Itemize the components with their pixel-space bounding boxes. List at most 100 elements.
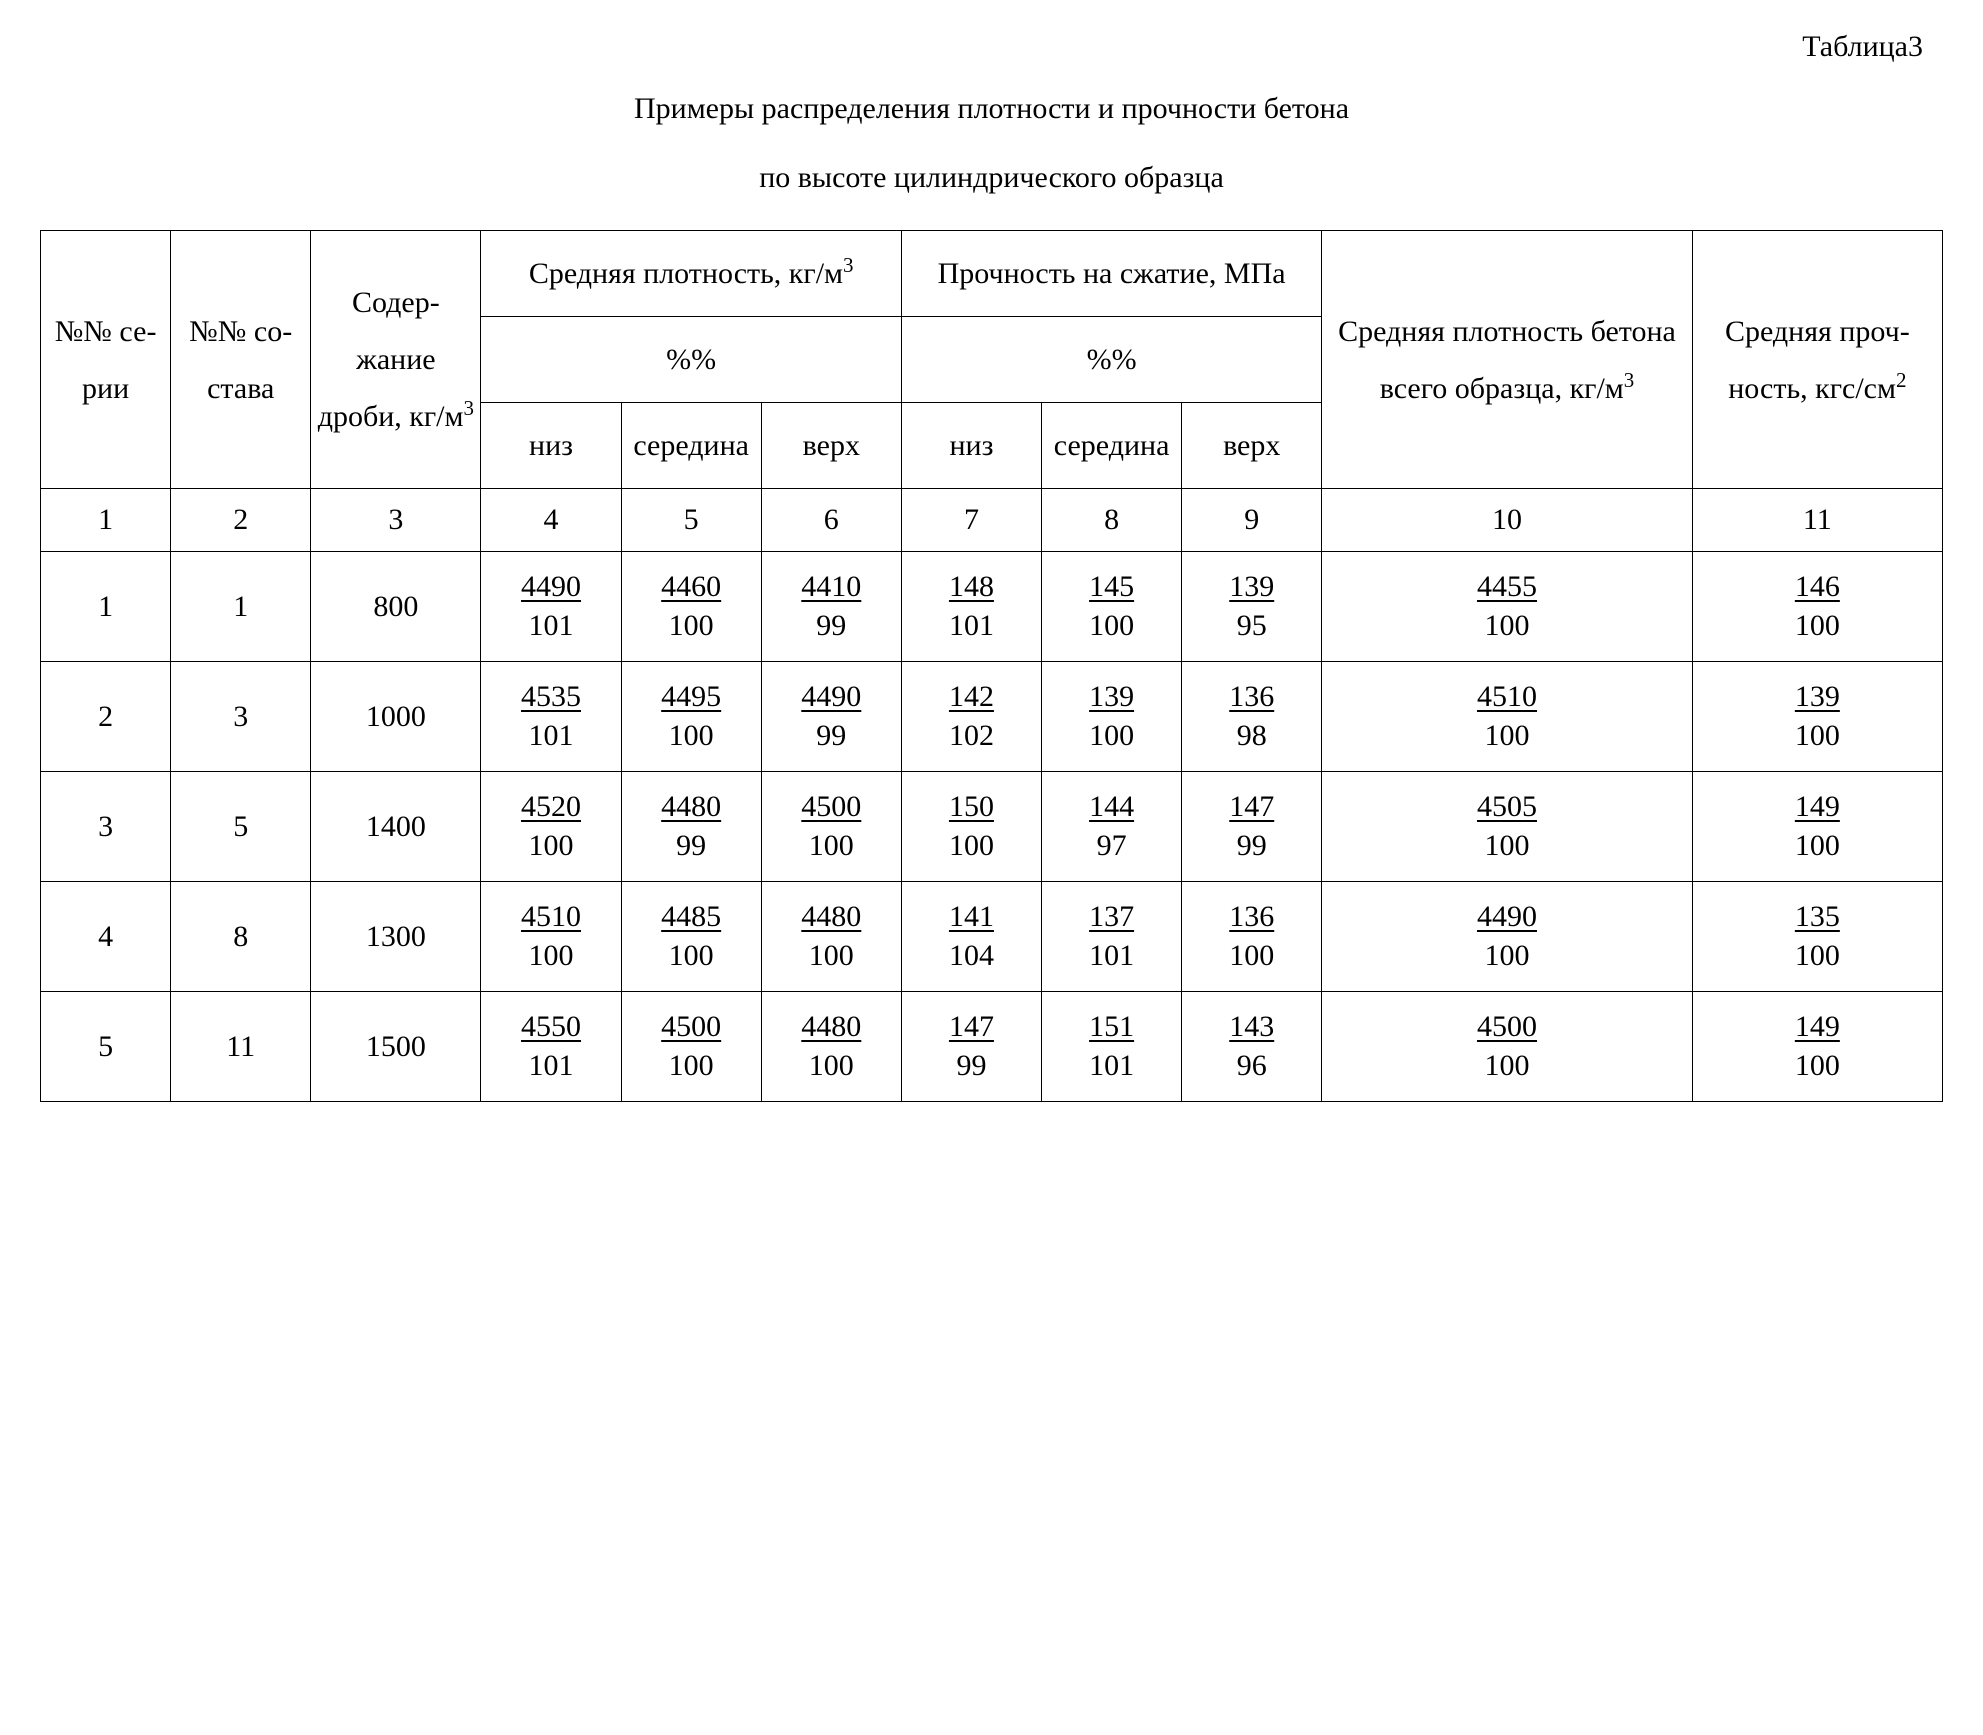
header-avg-strength-text: Средняя проч­ность, кгс/см	[1725, 315, 1910, 405]
fraction-numerator: 4510	[1475, 680, 1539, 715]
fraction-numerator: 4500	[659, 1010, 723, 1045]
fraction-denominator: 99	[659, 825, 723, 864]
cell-strength-middle: 151101	[1042, 992, 1182, 1102]
fraction-numerator: 143	[1227, 1010, 1276, 1045]
fraction: 4550101	[519, 1010, 583, 1083]
cell-strength-bottom: 141104	[901, 882, 1041, 992]
fraction-denominator: 99	[799, 715, 863, 754]
fraction-numerator: 149	[1793, 1010, 1842, 1045]
cell-composition: 3	[171, 662, 311, 772]
fraction: 4460100	[659, 570, 723, 643]
fraction-denominator: 95	[1227, 605, 1276, 644]
header-d-middle: сере­дина	[621, 403, 761, 489]
cell-avg-strength: 135100	[1692, 882, 1942, 992]
fraction-denominator: 100	[1793, 605, 1842, 644]
fraction: 449099	[799, 680, 863, 753]
cell-density-top: 449099	[761, 662, 901, 772]
column-number: 5	[621, 489, 761, 552]
fraction-numerator: 4510	[519, 900, 583, 935]
cell-avg-strength: 139100	[1692, 662, 1942, 772]
sup-3: 3	[843, 253, 854, 277]
table-label: Таблица3	[40, 30, 1923, 64]
main-table: №№ се­рии №№ со­става Содер­жание дроби,…	[40, 230, 1943, 1102]
cell-avg-density: 4490100	[1322, 882, 1692, 992]
fraction: 4455100	[1475, 570, 1539, 643]
fraction: 14497	[1087, 790, 1136, 863]
cell-composition: 11	[171, 992, 311, 1102]
fraction-denominator: 100	[1793, 825, 1842, 864]
cell-density-middle: 448099	[621, 772, 761, 882]
fraction-denominator: 101	[947, 605, 996, 644]
fraction: 4485100	[659, 900, 723, 973]
cell-strength-top: 13698	[1182, 662, 1322, 772]
fraction-denominator: 100	[1475, 825, 1539, 864]
fraction-denominator: 101	[1087, 1045, 1136, 1084]
header-d-bottom: низ	[481, 403, 621, 489]
fraction-denominator: 100	[659, 605, 723, 644]
fraction-numerator: 147	[947, 1010, 996, 1045]
column-number: 4	[481, 489, 621, 552]
sup-3: 3	[1624, 368, 1635, 392]
sup-3: 3	[464, 396, 475, 420]
fraction-numerator: 4505	[1475, 790, 1539, 825]
cell-strength-middle: 139100	[1042, 662, 1182, 772]
fraction-numerator: 4500	[1475, 1010, 1539, 1045]
cell-density-top: 441099	[761, 552, 901, 662]
fraction-numerator: 4480	[799, 900, 863, 935]
table-row: 3514004520100448099450010015010014497147…	[41, 772, 1943, 882]
column-number: 10	[1322, 489, 1692, 552]
header-strength: Прочность на сжа­тие, МПа	[901, 231, 1321, 317]
fraction: 146100	[1793, 570, 1842, 643]
header-density-percent: %%	[481, 317, 901, 403]
cell-avg-strength: 149100	[1692, 772, 1942, 882]
fraction-numerator: 4410	[799, 570, 863, 605]
cell-series: 4	[41, 882, 171, 992]
fraction: 149100	[1793, 1010, 1842, 1083]
cell-series: 3	[41, 772, 171, 882]
fraction-numerator: 144	[1087, 790, 1136, 825]
cell-series: 1	[41, 552, 171, 662]
header-density-text: Средняя плот­ность, кг/м	[529, 257, 843, 290]
fraction-denominator: 98	[1227, 715, 1276, 754]
fraction: 13698	[1227, 680, 1276, 753]
fraction-denominator: 100	[799, 825, 863, 864]
fraction-numerator: 4480	[659, 790, 723, 825]
header-shot-content-text: Содер­жание дроби, кг/м	[318, 286, 464, 433]
fraction-numerator: 4550	[519, 1010, 583, 1045]
cell-composition: 8	[171, 882, 311, 992]
fraction-numerator: 147	[1227, 790, 1276, 825]
fraction-numerator: 148	[947, 570, 996, 605]
fraction: 142102	[947, 680, 996, 753]
fraction: 4510100	[1475, 680, 1539, 753]
cell-density-top: 4500100	[761, 772, 901, 882]
cell-strength-top: 13995	[1182, 552, 1322, 662]
fraction-denominator: 100	[1087, 605, 1136, 644]
fraction-numerator: 145	[1087, 570, 1136, 605]
fraction: 14396	[1227, 1010, 1276, 1083]
fraction: 4520100	[519, 790, 583, 863]
cell-density-bottom: 4510100	[481, 882, 621, 992]
header-series: №№ се­рии	[41, 231, 171, 489]
fraction: 139100	[1087, 680, 1136, 753]
fraction-denominator: 99	[947, 1045, 996, 1084]
fraction-denominator: 100	[659, 715, 723, 754]
fraction-denominator: 99	[799, 605, 863, 644]
header-shot-content: Содер­жание дроби, кг/м3	[311, 231, 481, 489]
header-density: Средняя плот­ность, кг/м3	[481, 231, 901, 317]
fraction-numerator: 4500	[799, 790, 863, 825]
table-body: 1234567891011118004490101446010044109914…	[41, 489, 1943, 1102]
title-line-1: Примеры распределения плотности и прочно…	[634, 92, 1349, 125]
cell-strength-bottom: 14799	[901, 992, 1041, 1102]
fraction-denominator: 101	[519, 715, 583, 754]
cell-avg-density: 4455100	[1322, 552, 1692, 662]
column-number: 9	[1182, 489, 1322, 552]
fraction: 135100	[1793, 900, 1842, 973]
fraction: 448099	[659, 790, 723, 863]
fraction-numerator: 139	[1087, 680, 1136, 715]
cell-avg-density: 4505100	[1322, 772, 1692, 882]
fraction: 4500100	[799, 790, 863, 863]
cell-density-bottom: 4550101	[481, 992, 621, 1102]
fraction-numerator: 137	[1087, 900, 1136, 935]
fraction-denominator: 100	[1793, 1045, 1842, 1084]
cell-strength-top: 14396	[1182, 992, 1322, 1102]
